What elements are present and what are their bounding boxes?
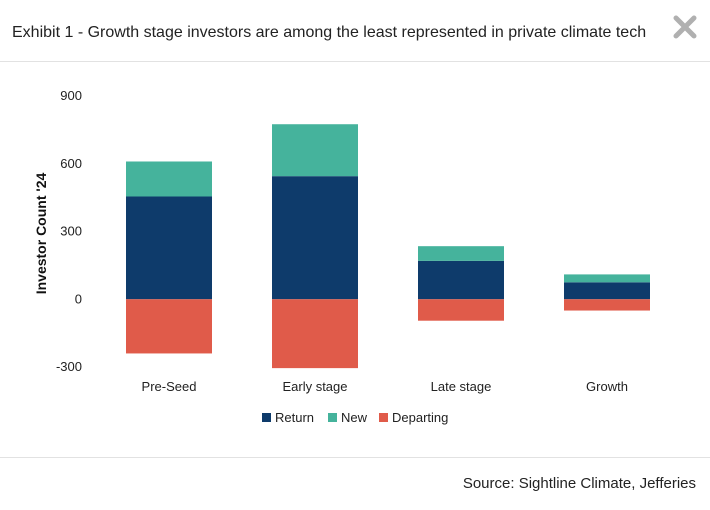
y-tick-label: 0 <box>75 291 82 306</box>
y-axis-label: Investor Count '24 <box>33 173 49 295</box>
close-x-icon <box>673 15 697 39</box>
legend-swatch-0 <box>262 413 271 422</box>
bar-return-3 <box>564 282 650 300</box>
y-tick-label: 600 <box>60 156 82 171</box>
bar-new-0 <box>126 161 212 197</box>
chart-title: Exhibit 1 - Growth stage investors are a… <box>12 24 647 41</box>
bar-new-2 <box>418 246 504 261</box>
bar-departing-1 <box>272 299 358 369</box>
y-tick-label: 900 <box>60 88 82 103</box>
stacked-bar-chart: -300 0 300 600 900 Investor Count '24 Pre-Seed… <box>33 88 650 425</box>
source-note: Source: Sightline Climate, Jefferies <box>462 475 696 492</box>
x-category-label: Growth <box>586 379 628 394</box>
y-tick-label: -300 <box>56 359 82 374</box>
legend-label-2: Departing <box>392 410 448 425</box>
legend-label-0: Return <box>275 410 314 425</box>
close-button[interactable] <box>672 14 698 40</box>
bar-departing-0 <box>126 299 212 354</box>
bar-departing-2 <box>418 299 504 321</box>
bar-departing-3 <box>564 299 650 311</box>
legend-label-1: New <box>341 410 368 425</box>
bar-new-3 <box>564 274 650 283</box>
x-category-label: Early stage <box>282 379 347 394</box>
x-category-label: Pre-Seed <box>142 379 197 394</box>
bar-return-2 <box>418 260 504 300</box>
y-tick-label: 300 <box>60 224 82 239</box>
chart-footer: Source: Sightline Climate, Jefferies <box>0 457 710 510</box>
legend-swatch-1 <box>328 413 337 422</box>
chart-header: Exhibit 1 - Growth stage investors are a… <box>0 0 710 62</box>
x-category-label: Late stage <box>431 379 492 394</box>
bar-return-1 <box>272 176 358 300</box>
bar-new-1 <box>272 124 358 177</box>
legend-swatch-2 <box>379 413 388 422</box>
bar-return-0 <box>126 196 212 300</box>
